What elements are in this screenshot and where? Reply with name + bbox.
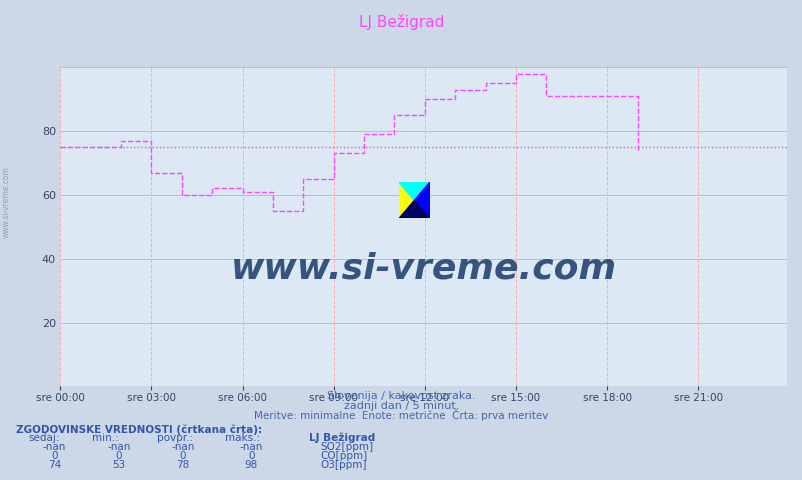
Text: -nan: -nan <box>239 442 263 452</box>
Text: LJ Bežigrad: LJ Bežigrad <box>358 13 444 30</box>
Text: O3[ppm]: O3[ppm] <box>320 459 367 469</box>
Text: www.si-vreme.com: www.si-vreme.com <box>2 166 11 238</box>
Text: www.si-vreme.com: www.si-vreme.com <box>230 252 616 285</box>
Text: min.:: min.: <box>92 432 119 443</box>
Text: zadnji dan / 5 minut.: zadnji dan / 5 minut. <box>343 401 459 410</box>
Text: maks.:: maks.: <box>225 432 260 443</box>
Text: Slovenija / kakovost zraka.: Slovenija / kakovost zraka. <box>326 391 476 401</box>
Text: 0: 0 <box>51 451 58 461</box>
Text: -nan: -nan <box>43 442 67 452</box>
Text: -nan: -nan <box>107 442 131 452</box>
Text: 98: 98 <box>245 459 257 469</box>
Text: SO2[ppm]: SO2[ppm] <box>320 442 373 452</box>
Polygon shape <box>399 201 429 218</box>
Polygon shape <box>414 182 429 218</box>
Text: sedaj:: sedaj: <box>28 432 59 443</box>
Text: 78: 78 <box>176 459 189 469</box>
Text: 0: 0 <box>180 451 186 461</box>
Text: 74: 74 <box>48 459 61 469</box>
Text: 0: 0 <box>115 451 122 461</box>
Text: LJ Bežigrad: LJ Bežigrad <box>309 432 375 443</box>
Polygon shape <box>399 182 429 201</box>
Text: Meritve: minimalne  Enote: metrične  Črta: prva meritev: Meritve: minimalne Enote: metrične Črta:… <box>254 409 548 421</box>
Text: povpr.:: povpr.: <box>156 432 192 443</box>
Polygon shape <box>399 182 414 218</box>
Text: 0: 0 <box>248 451 254 461</box>
Text: ZGODOVINSKE VREDNOSTI (črtkana črta):: ZGODOVINSKE VREDNOSTI (črtkana črta): <box>16 424 262 435</box>
Text: 53: 53 <box>112 459 125 469</box>
Text: CO[ppm]: CO[ppm] <box>320 451 367 461</box>
Text: -nan: -nan <box>171 442 195 452</box>
